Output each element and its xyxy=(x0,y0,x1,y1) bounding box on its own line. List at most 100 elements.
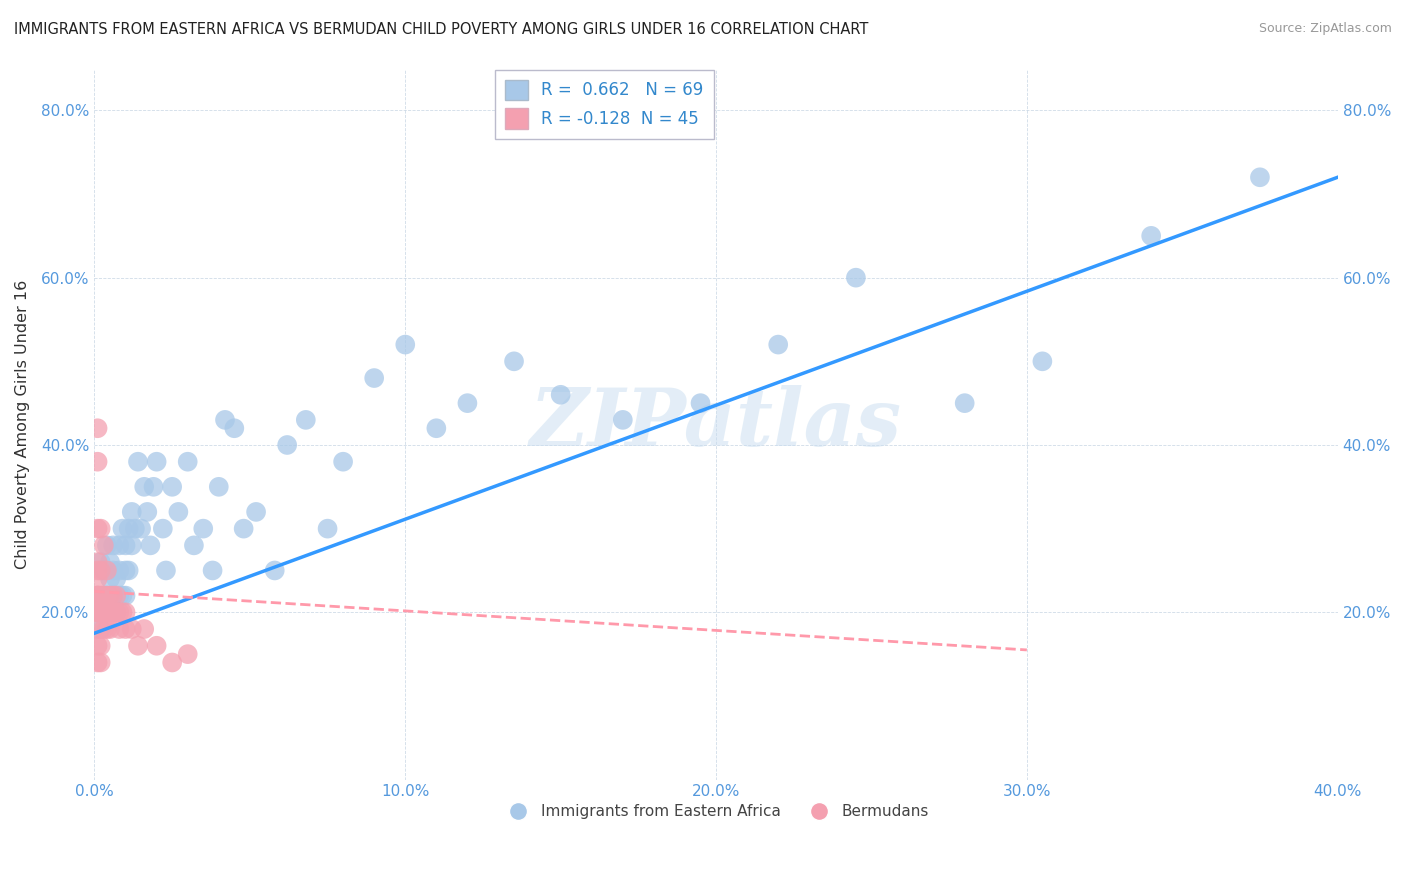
Point xyxy=(90,622,112,636)
Point xyxy=(86,605,108,619)
Point xyxy=(90,605,112,619)
Point xyxy=(177,455,200,469)
Point xyxy=(214,413,236,427)
Point xyxy=(136,505,159,519)
Point xyxy=(90,522,112,536)
Point xyxy=(503,354,526,368)
Point xyxy=(101,538,124,552)
Point xyxy=(98,605,121,619)
Point xyxy=(86,639,108,653)
Point xyxy=(111,605,134,619)
Point xyxy=(96,589,118,603)
Text: Source: ZipAtlas.com: Source: ZipAtlas.com xyxy=(1258,22,1392,36)
Point xyxy=(118,564,141,578)
Point xyxy=(86,605,108,619)
Point xyxy=(90,656,112,670)
Point xyxy=(93,589,115,603)
Point xyxy=(96,589,118,603)
Point xyxy=(114,538,136,552)
Point xyxy=(167,505,190,519)
Point xyxy=(86,589,108,603)
Point xyxy=(114,622,136,636)
Point xyxy=(98,622,121,636)
Point xyxy=(93,564,115,578)
Point xyxy=(160,656,183,670)
Point xyxy=(86,421,108,435)
Point xyxy=(118,522,141,536)
Point xyxy=(177,647,200,661)
Point xyxy=(316,522,339,536)
Point xyxy=(101,589,124,603)
Point xyxy=(114,564,136,578)
Point xyxy=(232,522,254,536)
Point xyxy=(953,396,976,410)
Point xyxy=(111,522,134,536)
Point xyxy=(332,455,354,469)
Point xyxy=(160,480,183,494)
Point xyxy=(129,522,152,536)
Point xyxy=(96,622,118,636)
Y-axis label: Child Poverty Among Girls Under 16: Child Poverty Among Girls Under 16 xyxy=(15,279,30,569)
Point xyxy=(101,589,124,603)
Point xyxy=(93,538,115,552)
Point xyxy=(295,413,318,427)
Point xyxy=(425,421,447,435)
Point xyxy=(127,639,149,653)
Point xyxy=(1140,228,1163,243)
Point xyxy=(108,564,131,578)
Point xyxy=(550,388,572,402)
Point xyxy=(689,396,711,410)
Point xyxy=(90,639,112,653)
Point xyxy=(86,522,108,536)
Point xyxy=(201,564,224,578)
Point xyxy=(98,605,121,619)
Point xyxy=(152,522,174,536)
Point xyxy=(155,564,177,578)
Point xyxy=(93,605,115,619)
Point xyxy=(142,480,165,494)
Point xyxy=(111,589,134,603)
Point xyxy=(90,564,112,578)
Point xyxy=(86,656,108,670)
Point xyxy=(245,505,267,519)
Point xyxy=(1249,170,1271,185)
Point xyxy=(845,270,868,285)
Point xyxy=(263,564,285,578)
Point xyxy=(456,396,478,410)
Point xyxy=(276,438,298,452)
Point xyxy=(105,605,128,619)
Point xyxy=(96,564,118,578)
Point xyxy=(208,480,231,494)
Point xyxy=(145,639,167,653)
Point xyxy=(98,572,121,586)
Point xyxy=(108,589,131,603)
Point xyxy=(134,622,156,636)
Point xyxy=(114,605,136,619)
Point xyxy=(86,455,108,469)
Point xyxy=(114,589,136,603)
Point xyxy=(766,337,789,351)
Point xyxy=(183,538,205,552)
Point xyxy=(96,538,118,552)
Point xyxy=(93,622,115,636)
Point xyxy=(105,605,128,619)
Point xyxy=(86,564,108,578)
Point xyxy=(86,589,108,603)
Point xyxy=(121,505,143,519)
Point xyxy=(105,589,128,603)
Point xyxy=(93,589,115,603)
Point xyxy=(394,337,416,351)
Point xyxy=(145,455,167,469)
Point xyxy=(98,555,121,569)
Point xyxy=(90,589,112,603)
Point xyxy=(93,605,115,619)
Point xyxy=(86,555,108,569)
Point xyxy=(139,538,162,552)
Point xyxy=(98,589,121,603)
Point xyxy=(108,538,131,552)
Point xyxy=(86,622,108,636)
Point xyxy=(127,455,149,469)
Point xyxy=(90,555,112,569)
Point xyxy=(101,564,124,578)
Point xyxy=(101,605,124,619)
